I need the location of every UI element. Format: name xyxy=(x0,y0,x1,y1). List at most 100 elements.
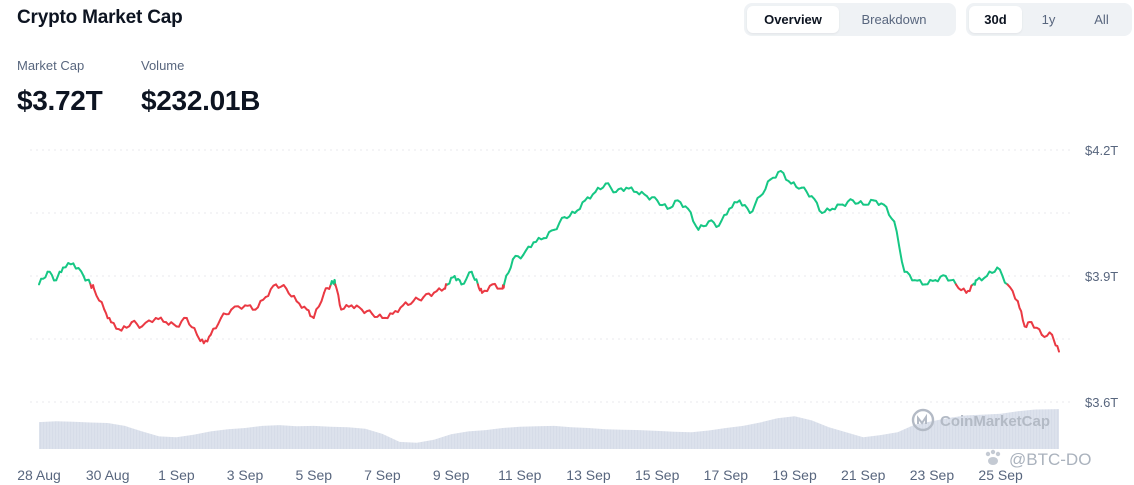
line-segment xyxy=(821,207,834,214)
line-segment xyxy=(893,220,906,273)
x-tick-label: 7 Sep xyxy=(364,467,401,483)
line-segment xyxy=(934,274,947,283)
line-segment xyxy=(350,304,363,311)
line-segment xyxy=(453,275,463,286)
line-segment xyxy=(511,254,525,261)
line-segment xyxy=(1006,283,1019,303)
line-segment xyxy=(141,317,157,328)
line-segment xyxy=(924,278,937,286)
line-segment xyxy=(82,275,92,286)
line-segment xyxy=(542,228,556,240)
line-segment xyxy=(872,199,885,206)
line-segment xyxy=(882,203,896,223)
range-1y-button[interactable]: 1y xyxy=(1041,12,1056,27)
x-tick-label: 11 Sep xyxy=(498,467,542,483)
line-segment xyxy=(728,199,741,210)
line-segment xyxy=(264,283,277,298)
line-segment xyxy=(202,333,212,345)
credit-text: @BTC-DO xyxy=(1009,450,1091,469)
watermark-text: CoinMarketCap xyxy=(940,413,1050,430)
line-segment xyxy=(110,321,123,332)
line-segment xyxy=(92,287,106,311)
line-segment xyxy=(1051,333,1060,353)
x-tick-label: 23 Sep xyxy=(910,467,955,483)
market-cap-label: Market Cap xyxy=(17,58,85,73)
line-segment xyxy=(790,181,803,190)
line-segment xyxy=(154,316,168,324)
chart-gridlines xyxy=(30,149,1070,403)
line-segment xyxy=(175,316,188,328)
line-segment xyxy=(707,219,720,228)
line-segment xyxy=(334,283,343,311)
line-segment xyxy=(402,300,415,307)
line-segment xyxy=(841,198,854,207)
line-segment xyxy=(38,270,49,286)
line-segment xyxy=(481,283,494,294)
line-segment xyxy=(329,279,336,286)
line-segment xyxy=(563,210,576,220)
line-segment xyxy=(687,207,700,231)
line-segment xyxy=(810,195,823,214)
line-segment xyxy=(759,178,772,198)
line-segment xyxy=(285,287,298,303)
line-segment xyxy=(165,321,178,328)
line-segment xyxy=(584,191,597,202)
market-cap-stat: Market Cap $3.72T xyxy=(17,58,103,117)
x-tick-label: 3 Sep xyxy=(227,467,264,483)
x-tick-label: 1 Sep xyxy=(158,467,195,483)
line-segment xyxy=(604,182,617,194)
line-segment xyxy=(656,199,669,210)
line-segment xyxy=(532,236,545,244)
line-segment xyxy=(1016,300,1026,328)
range-all-button[interactable]: All xyxy=(1094,12,1109,27)
line-segment xyxy=(615,186,628,193)
page-title: Crypto Market Cap xyxy=(17,7,183,28)
line-segment xyxy=(130,319,143,329)
line-segment xyxy=(196,333,205,345)
paw-icon xyxy=(985,449,1001,465)
line-segment xyxy=(46,270,58,282)
line-segment xyxy=(779,170,793,185)
line-segment xyxy=(491,282,504,290)
line-segment xyxy=(185,317,198,336)
volume-stat: Volume $232.01B xyxy=(141,58,260,117)
x-tick-label: 5 Sep xyxy=(295,467,332,483)
line-segment xyxy=(275,283,288,290)
line-segment xyxy=(718,207,731,227)
line-segment xyxy=(697,220,710,231)
line-segment xyxy=(501,283,506,290)
line-segment xyxy=(460,270,473,286)
line-segment xyxy=(903,270,916,282)
tab-overview[interactable]: Overview xyxy=(747,6,839,33)
market-cap-line xyxy=(38,170,1060,353)
line-segment xyxy=(1023,321,1033,329)
line-segment xyxy=(851,199,865,206)
range-30d-button[interactable]: 30d xyxy=(969,6,1022,33)
line-segment xyxy=(944,275,957,286)
line-segment xyxy=(391,304,404,315)
line-segment xyxy=(209,317,222,336)
x-tick-label: 28 Aug xyxy=(17,467,61,483)
line-segment xyxy=(360,308,374,315)
line-segment xyxy=(738,199,751,214)
tab-breakdown[interactable]: Breakdown xyxy=(861,12,927,27)
line-segment xyxy=(305,308,315,319)
volume-value: $232.01B xyxy=(141,85,261,116)
line-segment xyxy=(446,275,456,286)
line-segment xyxy=(103,308,113,324)
x-tick-label: 13 Sep xyxy=(566,467,611,483)
x-tick-label: 9 Sep xyxy=(433,467,470,483)
y-tick-label: $3.9T xyxy=(1085,269,1118,284)
line-segment xyxy=(1030,321,1043,336)
line-segment xyxy=(975,275,988,282)
line-segment xyxy=(120,321,133,332)
line-segment xyxy=(312,291,326,319)
range-toggle: 30d 1y All xyxy=(966,3,1132,36)
line-segment xyxy=(676,199,690,210)
line-segment xyxy=(412,296,425,303)
y-axis-ticks: $4.2T $3.9T $3.6T xyxy=(1085,143,1118,410)
line-segment xyxy=(1040,331,1054,338)
line-segment xyxy=(769,170,782,181)
line-segment xyxy=(831,203,844,211)
